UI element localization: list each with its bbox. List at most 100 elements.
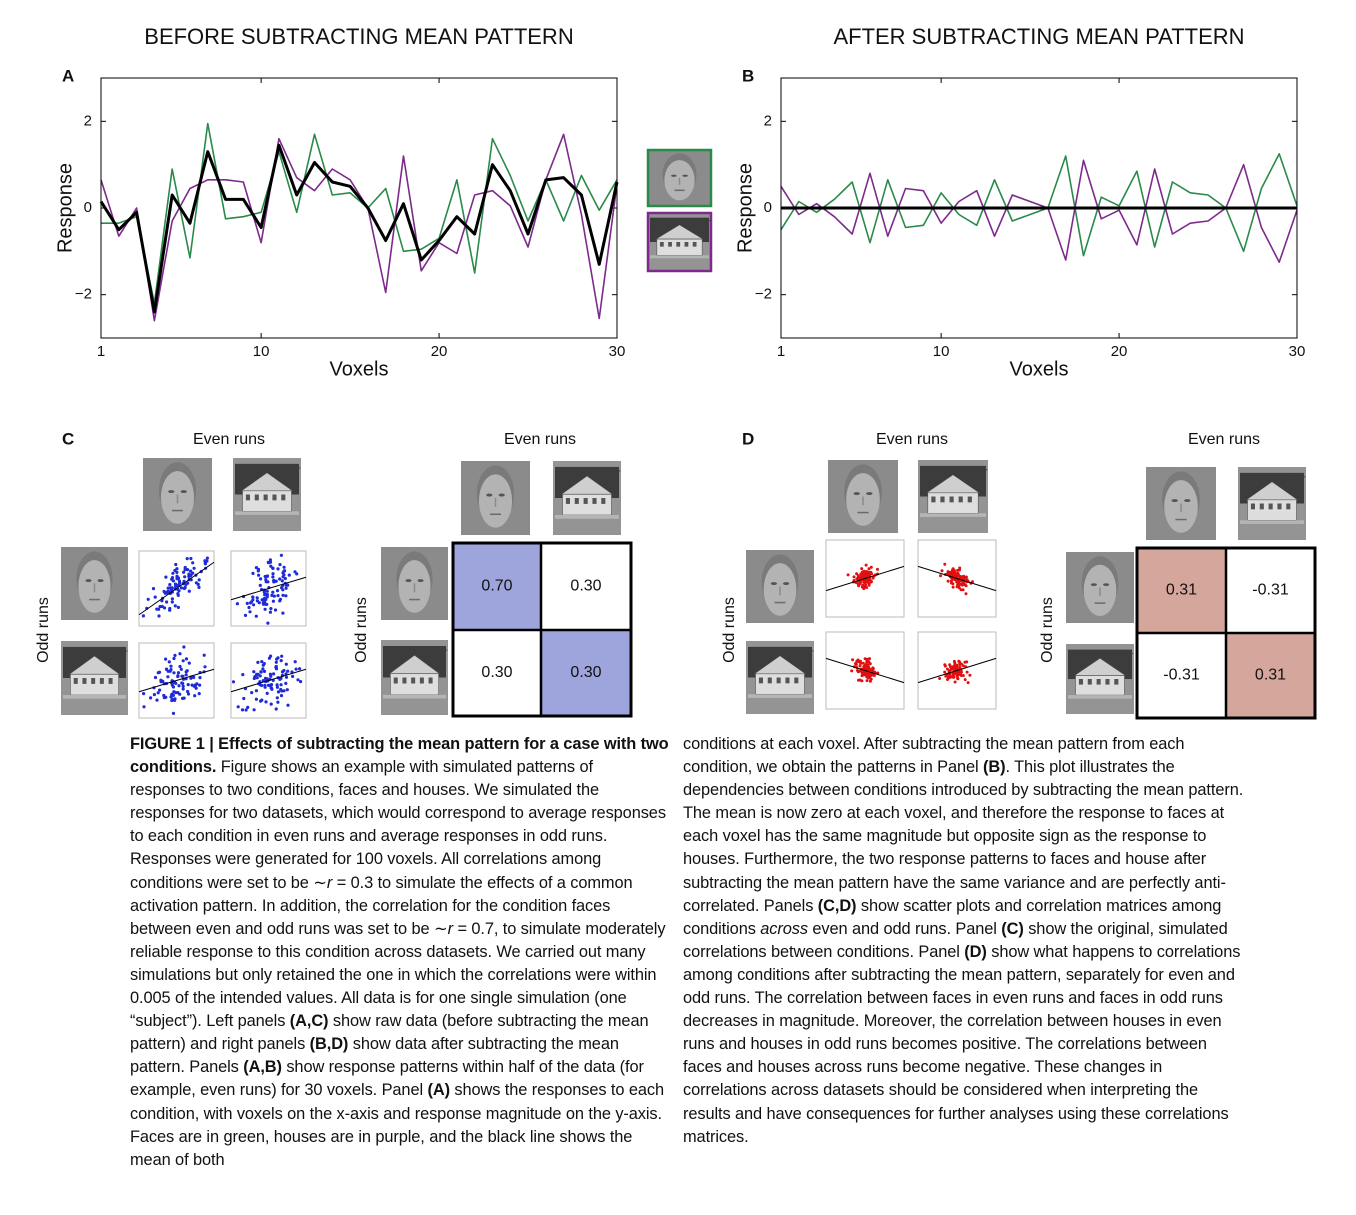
matrix-value: 0.70 [481, 578, 512, 595]
scatter-dot [866, 672, 869, 675]
scatter-dot [172, 657, 175, 660]
scatter-dot [280, 659, 283, 662]
figure: BEFORE SUBTRACTING MEAN PATTERNAVoxelsRe… [0, 0, 1356, 725]
caption-column: conditions at each voxel. After subtract… [683, 733, 1245, 1149]
face-thumbnail [1146, 467, 1216, 540]
scatter-dot [939, 574, 942, 577]
window [959, 497, 963, 503]
face-eye [1103, 583, 1109, 586]
scatter-dot [251, 595, 254, 598]
caption-bold: (C,D) [818, 897, 857, 915]
scatter-dot [269, 607, 272, 610]
scatter-dot [170, 588, 173, 591]
face-eye [418, 579, 424, 582]
scatter-dot [171, 572, 174, 575]
scatter-dot [938, 677, 941, 680]
caption-text: . This plot illustrates the dependencies… [683, 758, 1243, 915]
page: Figure 1 html, body { margin: 0; padding… [0, 0, 1356, 1215]
scatter-dot [862, 662, 865, 665]
scatter-dot [862, 575, 865, 578]
window [1079, 679, 1083, 685]
x-tick-label: 1 [97, 343, 105, 360]
matrix-value: 0.31 [1166, 582, 1197, 599]
window [940, 497, 944, 503]
scatter-dot [870, 678, 873, 681]
scatter-dot [252, 603, 255, 606]
scatter-dot [280, 694, 283, 697]
house-body [243, 491, 292, 511]
matrix-value: -0.31 [1252, 582, 1289, 599]
column-label: Even runs [193, 431, 265, 448]
scatter-plot [139, 643, 214, 718]
row-label: Odd runs [721, 597, 738, 663]
scatter-dot [177, 684, 180, 687]
scatter-dot [168, 660, 171, 663]
window [575, 498, 579, 504]
scatter-dot [183, 697, 186, 700]
scatter-dot [944, 675, 947, 678]
scatter-dot [180, 586, 183, 589]
scatter-dot [865, 564, 868, 567]
scatter-dot [153, 693, 156, 696]
scatter-dot [873, 674, 876, 677]
scatter-dot [174, 563, 177, 566]
ground [650, 255, 709, 258]
scatter-dot [197, 586, 200, 589]
scatter-dot [959, 583, 962, 586]
matrix-value: 0.31 [1255, 667, 1286, 684]
window [82, 678, 86, 684]
window [255, 495, 259, 501]
house-body [928, 493, 978, 513]
scatter-dot [182, 659, 185, 662]
scatter-dot [172, 712, 175, 715]
window [601, 498, 605, 504]
scatter-dot [272, 600, 275, 603]
scatter-plot [826, 632, 904, 709]
scatter-dot [276, 567, 279, 570]
window [1260, 504, 1264, 510]
scatter-dot [267, 684, 270, 687]
scatter-dot [280, 683, 283, 686]
scatter-dot [273, 595, 276, 598]
series-line [101, 134, 617, 320]
y-tick-label: −2 [75, 286, 92, 303]
face-eye [181, 490, 187, 493]
scatter-dot [248, 610, 251, 613]
scatter-dot [286, 688, 289, 691]
scatter-dot [198, 676, 201, 679]
matrix-value: 0.30 [570, 578, 601, 595]
face-thumbnail [1066, 552, 1134, 623]
window [759, 678, 763, 684]
series-line [101, 124, 617, 304]
ground [235, 511, 299, 515]
caption-text: show what happens to correlations among … [683, 943, 1240, 1146]
scatter-dot [282, 689, 285, 692]
y-axis-label: Response [734, 163, 756, 253]
scatter-dot [866, 679, 869, 682]
scatter-dot [171, 597, 174, 600]
face-thumbnail [828, 460, 898, 533]
face-eye [854, 492, 860, 495]
scatter-dot [237, 705, 240, 708]
scatter-dot [193, 567, 196, 570]
scatter-dot [182, 645, 185, 648]
face-eye [168, 490, 174, 493]
column-label: Even runs [1188, 431, 1260, 448]
scatter-dot [198, 692, 201, 695]
panel-letter: C [62, 429, 74, 448]
scatter-dot [968, 674, 971, 677]
caption-text: even and odd runs. Panel [808, 920, 1001, 938]
window [777, 678, 781, 684]
house-body [756, 674, 805, 694]
caption-bold: (A,B) [243, 1058, 282, 1076]
scatter-dot [182, 571, 185, 574]
window [1277, 504, 1281, 510]
scatter-dot [236, 602, 239, 605]
scatter-dot [943, 671, 946, 674]
scatter-dot [856, 669, 859, 672]
scatter-dot [253, 708, 256, 711]
scatter-dot [175, 567, 178, 570]
x-tick-label: 10 [253, 343, 270, 360]
scatter-dot [955, 581, 958, 584]
scatter-dot [204, 562, 207, 565]
